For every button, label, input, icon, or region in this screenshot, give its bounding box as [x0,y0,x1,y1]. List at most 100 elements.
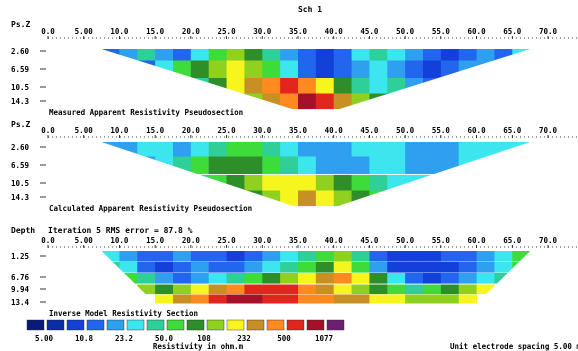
heatmap-cell [405,156,424,175]
heatmap-cell [387,262,406,273]
x-tick-label: 10.0 [110,126,129,135]
y-axis-ticks: 1.25 6.76 9.94 13.4 [11,252,46,307]
heatmap-cell [208,294,228,304]
y-tick-label: 10.5 [11,179,29,188]
x-tick-label: 35.0 [289,27,308,36]
colorbar-swatch [326,319,345,331]
x-tick-label: 25.0 [218,27,237,36]
heatmap-cell [387,175,406,192]
y-tick-label: 2.60 [11,143,30,152]
heatmap-cell [208,142,228,157]
x-tick-label: 10.0 [110,236,129,245]
heatmap-cell [494,262,513,273]
x-tick-label: 70.0 [539,126,558,135]
heatmap-cell [208,251,228,262]
heatmap-cell [333,78,353,95]
heatmap-cell [155,156,174,175]
heatmap-cell [440,294,460,304]
heatmap-cell [137,262,156,273]
heatmap-cell [387,60,406,79]
x-tick-label: 45.0 [360,126,379,135]
heatmap-cell [351,262,371,273]
x-tick-label: 30.0 [253,27,272,36]
heatmap-cell [423,175,442,192]
colorbar-swatch [226,319,245,331]
x-tick-label: 20.0 [182,27,201,36]
x-tick-label: 30.0 [253,126,272,135]
colorbar-label: 108 [197,334,211,343]
x-tick-label: 60.0 [468,126,487,135]
heatmap-cell [298,60,317,79]
heatmap-cell [351,273,371,284]
heatmap-cell [190,251,210,262]
heatmap-cell [190,273,210,284]
heatmap-cell [405,78,424,95]
heatmap-cell [476,262,496,273]
heatmap-cell [405,175,424,192]
heatmap-cell [458,142,478,157]
y-tick-label: 6.59 [11,65,30,74]
heatmap-cell [173,251,192,262]
heatmap-cell [119,49,138,62]
x-tick-label: 65.0 [503,27,522,36]
x-tick-label: 40.0 [325,236,344,245]
heatmap-cell [369,93,388,110]
heatmap-cell [190,78,210,95]
heatmap-cell [315,273,335,284]
heatmap-cell [244,60,263,79]
x-tick-label: 5.00 [75,126,94,135]
heatmap-cell [226,78,246,95]
y-tick-label: 6.59 [11,161,30,170]
x-tick-label: 55.0 [432,126,451,135]
heatmap-cell [173,156,192,175]
heatmap-cell [101,49,121,62]
heatmap-cell [387,251,406,262]
heatmap-cell [458,294,478,304]
heatmap-cell [333,49,353,62]
colorbar-label: 10.8 [75,334,94,343]
x-tick-label: 65.0 [503,236,522,245]
y-tick-label: 6.76 [11,273,30,282]
colorbar-swatch [46,319,65,331]
heatmap-cell [190,49,210,62]
heatmap-cell [494,142,513,157]
heatmap-cell [173,262,192,273]
x-tick-label: 70.0 [539,27,558,36]
heatmap-cell [315,175,335,192]
heatmap-cell [137,251,156,262]
heatmap-cell [226,156,246,175]
heatmap-cell [244,262,263,273]
panel-ylabel: Depth [11,226,35,235]
heatmap-cell [244,142,263,157]
heatmap-cell [262,93,281,110]
heatmap-cell [315,142,335,157]
heatmap-cell [387,294,406,304]
heatmap-cell [369,273,388,284]
heatmap-cell [476,273,496,284]
heatmap-cell [405,273,424,284]
heatmap-cell [405,262,424,273]
heatmap-cell [423,294,442,304]
x-tick-label: 60.0 [468,236,487,245]
heatmap-cell [440,49,460,62]
heatmap-cell [387,49,406,62]
heatmap-cell [423,262,442,273]
heatmap-cell [494,49,513,62]
x-tick-label: 50.0 [396,126,415,135]
heatmap-cell [208,60,228,79]
heatmap-cell [244,49,263,62]
heatmap-cell [226,262,246,273]
heatmap-cell [298,273,317,284]
colorbar-label: 500 [277,334,291,343]
x-axis-ticks: 0.0 5.00 10.0 15.0 20.0 25.0 30.0 35.0 40.0 45.0 5… [41,27,578,39]
heatmap-cell [333,60,353,79]
heatmap-cell [280,262,299,273]
heatmap-cell [155,262,174,273]
heatmap-cell [226,251,246,262]
heatmap-cell [458,284,478,295]
iteration-header: Iteration 5 RMS error = 87.8 % [48,225,193,235]
heatmap-cell [315,284,335,295]
heatmap-cell [298,251,317,262]
heatmap-cell [369,49,388,62]
heatmap-cell [226,49,246,62]
